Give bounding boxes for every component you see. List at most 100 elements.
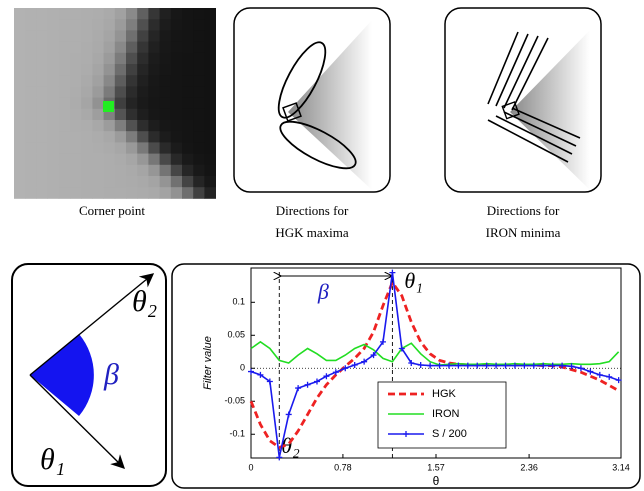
pixel (59, 176, 71, 188)
pixel (126, 8, 138, 20)
pixel (36, 19, 48, 31)
point (248, 369, 254, 375)
pixel (36, 75, 48, 87)
pixel (171, 120, 183, 132)
pixel (92, 19, 104, 31)
pixel (59, 64, 71, 76)
pixel (182, 154, 194, 166)
pixel (137, 120, 149, 132)
pixel (48, 19, 60, 31)
pixel (59, 19, 71, 31)
point (333, 369, 339, 375)
pixel (70, 64, 82, 76)
pixel (36, 109, 48, 121)
pixel (115, 109, 127, 121)
pixel (148, 154, 160, 166)
pixel (14, 8, 26, 20)
pixel (104, 75, 116, 87)
pixel (25, 8, 37, 20)
pixel (104, 176, 116, 188)
pixel (25, 154, 37, 166)
pixel (148, 120, 160, 132)
pixel (148, 19, 160, 31)
pixel (126, 75, 138, 87)
pixel (25, 30, 37, 42)
figure: Corner point Directions for HGK maxima D… (0, 0, 644, 491)
pixel (36, 142, 48, 154)
corner-pixel (103, 101, 114, 112)
pixel (182, 131, 194, 143)
pixel (204, 53, 216, 65)
pixel (14, 86, 26, 98)
y-axis-label: Filter value (202, 336, 214, 390)
pixel (204, 19, 216, 31)
pixel (36, 86, 48, 98)
pixel (70, 165, 82, 177)
pixel (59, 53, 71, 65)
pixel (81, 120, 93, 132)
pixel (92, 187, 104, 199)
pixel (204, 64, 216, 76)
pixel (81, 176, 93, 188)
pixel (171, 142, 183, 154)
y-tick-label: 0 (240, 363, 245, 373)
pixel (70, 176, 82, 188)
pixel (81, 131, 93, 143)
pixel (193, 109, 205, 121)
pixel (182, 176, 194, 188)
pixel (115, 19, 127, 31)
pixel (92, 86, 104, 98)
point (597, 372, 603, 378)
pixel (148, 42, 160, 54)
caption: IRON minima (486, 225, 561, 240)
pixel (92, 154, 104, 166)
pixel (126, 30, 138, 42)
pixel (25, 53, 37, 65)
pixel (115, 187, 127, 199)
pixel (59, 30, 71, 42)
pixel (104, 30, 116, 42)
pixel (182, 165, 194, 177)
pixel (204, 176, 216, 188)
pixel (204, 8, 216, 20)
y-tick-label: -0.1 (229, 429, 245, 439)
pixel (104, 64, 116, 76)
pixel (171, 42, 183, 54)
pixel (104, 120, 116, 132)
pixel (81, 86, 93, 98)
pixel (137, 19, 149, 31)
pixel (81, 53, 93, 65)
pixel (193, 131, 205, 143)
y-tick-label: 0.05 (227, 330, 245, 340)
pixel (48, 98, 60, 110)
pixel (115, 42, 127, 54)
pixel (36, 8, 48, 20)
pixel (137, 8, 149, 20)
y-tick-label: -0.05 (224, 396, 245, 406)
pixel (48, 30, 60, 42)
pixel (148, 30, 160, 42)
pixel (182, 8, 194, 20)
pixel (104, 19, 116, 31)
pixel (81, 19, 93, 31)
pixel (148, 86, 160, 98)
pixel (81, 8, 93, 20)
pixel (126, 176, 138, 188)
pixel (160, 154, 172, 166)
pixel (115, 30, 127, 42)
pixel (92, 42, 104, 54)
pixel (48, 142, 60, 154)
pixel (171, 109, 183, 121)
pixel (148, 8, 160, 20)
pixel (171, 30, 183, 42)
pixel (48, 120, 60, 132)
pixel (204, 30, 216, 42)
legend-label: HGK (432, 388, 457, 400)
pixel (126, 19, 138, 31)
pixel (160, 86, 172, 98)
pixel (59, 154, 71, 166)
pixel (25, 19, 37, 31)
pixel (204, 120, 216, 132)
pixel (137, 154, 149, 166)
pixel (182, 98, 194, 110)
